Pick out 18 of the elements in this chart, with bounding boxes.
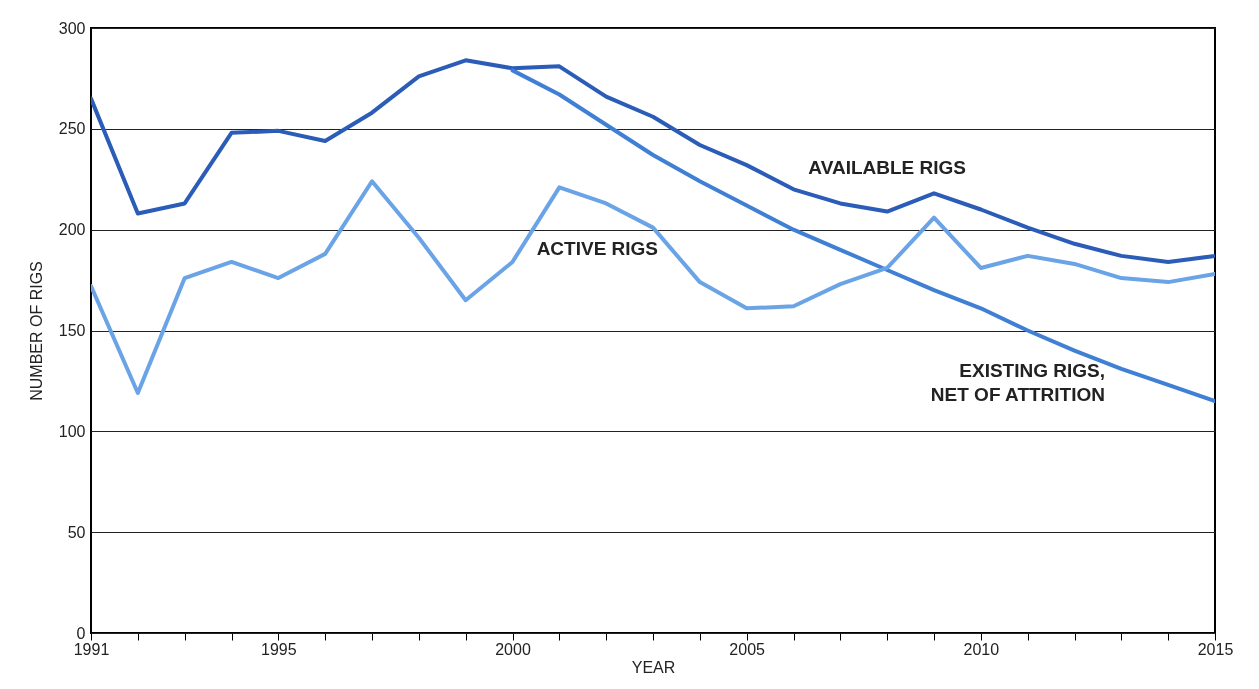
y-tick-label: 250 xyxy=(58,120,86,138)
series-label: EXISTING RIGS, NET OF ATTRITION xyxy=(930,360,1105,406)
y-tick-label: 200 xyxy=(58,221,86,239)
y-tick-label: 0 xyxy=(76,624,86,642)
x-tick-label: 1991 xyxy=(73,640,110,658)
x-tick-label: 2015 xyxy=(1197,640,1234,658)
series-label: ACTIVE RIGS xyxy=(536,238,659,260)
series-label: AVAILABLE RIGS xyxy=(808,156,966,178)
x-axis-title: YEAR xyxy=(631,658,676,676)
y-tick-label: 100 xyxy=(58,422,86,440)
y-tick-label: 300 xyxy=(58,19,86,37)
x-tick-label: 2010 xyxy=(963,640,1000,658)
y-axis-title: NUMBER OF RIGS xyxy=(27,261,45,401)
x-tick-label: 1995 xyxy=(261,640,297,658)
x-tick-label: 2005 xyxy=(729,640,766,658)
x-tick-label: 2000 xyxy=(495,640,531,658)
y-tick-label: 150 xyxy=(58,322,86,339)
y-tick-label: 50 xyxy=(67,523,86,541)
